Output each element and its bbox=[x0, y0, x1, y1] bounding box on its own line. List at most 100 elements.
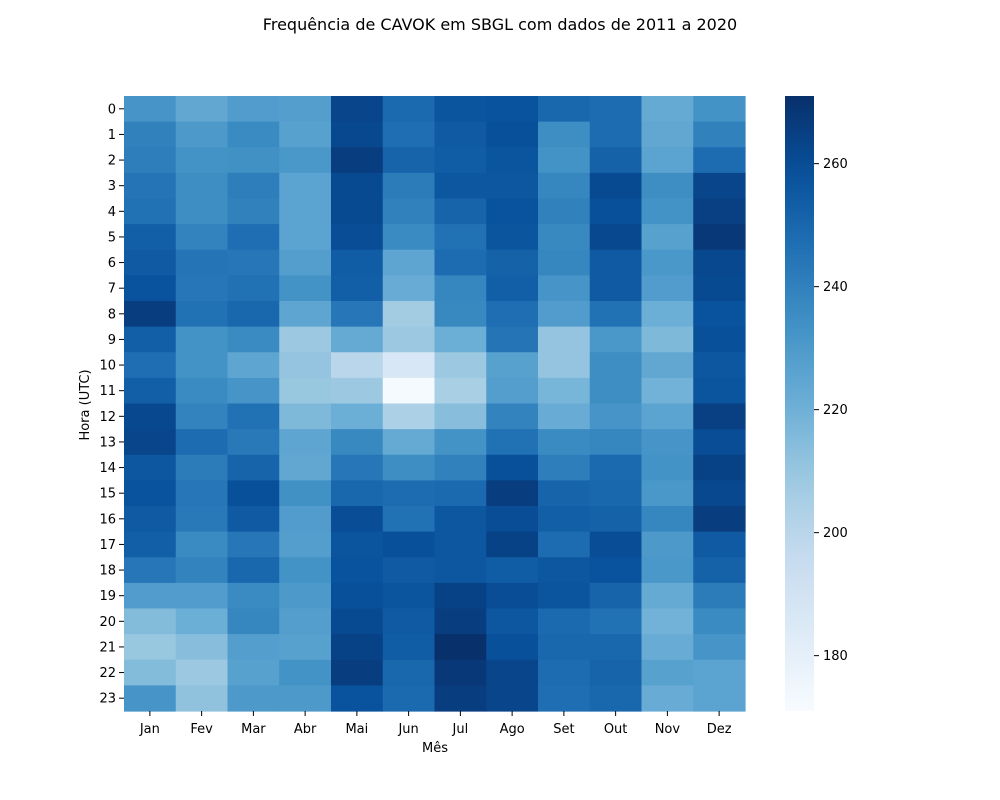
y-axis-label: Hora (UTC) bbox=[78, 369, 93, 440]
heatmap-cell bbox=[538, 454, 591, 481]
heatmap-cell bbox=[434, 326, 487, 353]
heatmap-cell bbox=[331, 96, 384, 123]
heatmap-cell bbox=[641, 377, 694, 405]
heatmap-cell bbox=[486, 659, 539, 686]
heatmap-cell bbox=[434, 608, 487, 635]
heatmap-cell bbox=[124, 249, 177, 276]
heatmap-cell bbox=[382, 377, 436, 405]
heatmap-cell bbox=[331, 147, 384, 174]
heatmap-cell bbox=[538, 198, 591, 225]
heatmap-cell bbox=[124, 377, 177, 405]
x-tick-label: Jun bbox=[397, 722, 418, 737]
heatmap-cell bbox=[331, 172, 384, 200]
heatmap-cell bbox=[641, 480, 694, 507]
heatmap-cell bbox=[486, 480, 539, 507]
heatmap-cell bbox=[124, 429, 177, 456]
heatmap-cell bbox=[486, 429, 539, 456]
y-tick-label: 7 bbox=[108, 282, 116, 297]
heatmap-cell bbox=[434, 506, 487, 533]
heatmap-cell bbox=[175, 506, 229, 533]
heatmap-cell bbox=[331, 454, 384, 481]
heatmap-cell bbox=[589, 275, 643, 302]
heatmap-cell bbox=[538, 377, 591, 405]
heatmap-cell bbox=[124, 659, 177, 686]
heatmap-cell bbox=[382, 172, 436, 200]
heatmap-cell bbox=[227, 275, 280, 302]
heatmap-cell bbox=[641, 454, 694, 481]
heatmap-cell bbox=[279, 249, 332, 276]
heatmap-cell bbox=[331, 582, 384, 610]
heatmap-cell bbox=[124, 557, 177, 584]
heatmap-cell bbox=[279, 634, 332, 661]
heatmap-cell bbox=[382, 659, 436, 686]
heatmap-cell bbox=[434, 352, 487, 379]
heatmap-cell bbox=[175, 326, 229, 353]
heatmap-cell bbox=[382, 352, 436, 379]
heatmap-cell bbox=[382, 685, 436, 712]
heatmap-cell bbox=[124, 608, 177, 635]
heatmap-cell bbox=[486, 506, 539, 533]
heatmap-cell bbox=[227, 121, 280, 148]
heatmap-cell bbox=[382, 480, 436, 507]
heatmap-cell bbox=[434, 172, 487, 200]
heatmap-cell bbox=[589, 249, 643, 276]
heatmap-cell bbox=[538, 634, 591, 661]
heatmap-cell bbox=[279, 198, 332, 225]
colorbar-tick-label: 180 bbox=[823, 649, 848, 664]
heatmap-cell bbox=[382, 301, 436, 328]
heatmap-cell bbox=[538, 557, 591, 584]
heatmap-cell bbox=[434, 377, 487, 405]
heatmap-cell bbox=[227, 429, 280, 456]
heatmap-cell bbox=[175, 147, 229, 174]
heatmap-cell bbox=[175, 249, 229, 276]
heatmap-cell bbox=[589, 224, 643, 251]
y-tick-label: 22 bbox=[99, 666, 116, 681]
heatmap-cell bbox=[538, 480, 591, 507]
colorbar-tick-label: 220 bbox=[823, 403, 848, 418]
y-tick-label: 5 bbox=[108, 230, 116, 245]
heatmap-cell bbox=[124, 531, 177, 558]
y-tick-label: 17 bbox=[99, 538, 116, 553]
heatmap-cell bbox=[538, 403, 591, 430]
heatmap-cell bbox=[434, 634, 487, 661]
heatmap-cell bbox=[486, 582, 539, 610]
heatmap-cell bbox=[641, 172, 694, 200]
heatmap-cell bbox=[589, 685, 643, 712]
heatmap-cell bbox=[538, 249, 591, 276]
heatmap-cell bbox=[227, 506, 280, 533]
heatmap-cell bbox=[693, 198, 746, 225]
heatmap-cell bbox=[382, 557, 436, 584]
heatmap-cell bbox=[279, 275, 332, 302]
heatmap-cell bbox=[434, 557, 487, 584]
heatmap-cell bbox=[693, 377, 746, 405]
heatmap-cell bbox=[538, 608, 591, 635]
heatmap-cell bbox=[175, 634, 229, 661]
heatmap-cell bbox=[382, 582, 436, 610]
heatmap-cell bbox=[227, 531, 280, 558]
heatmap-cell bbox=[227, 326, 280, 353]
heatmap-cell bbox=[227, 377, 280, 405]
heatmap-cell bbox=[331, 659, 384, 686]
heatmap-cell bbox=[382, 275, 436, 302]
heatmap-cell bbox=[641, 275, 694, 302]
heatmap-cell bbox=[124, 403, 177, 430]
heatmap-cell bbox=[693, 659, 746, 686]
heatmap-cell bbox=[279, 506, 332, 533]
heatmap-cell bbox=[589, 147, 643, 174]
heatmap-cell bbox=[279, 608, 332, 635]
heatmap-cell bbox=[331, 121, 384, 148]
heatmap-cell bbox=[486, 377, 539, 405]
heatmap-cell bbox=[331, 301, 384, 328]
heatmap-cell bbox=[589, 608, 643, 635]
heatmap-cell bbox=[589, 582, 643, 610]
heatmap-cell bbox=[227, 198, 280, 225]
heatmap-cell bbox=[538, 429, 591, 456]
heatmap-cell bbox=[641, 506, 694, 533]
y-tick-label: 6 bbox=[108, 256, 116, 271]
heatmap-cell bbox=[693, 454, 746, 481]
heatmap-cell bbox=[641, 147, 694, 174]
heatmap-cell bbox=[124, 147, 177, 174]
heatmap-cell bbox=[279, 429, 332, 456]
heatmap-cell bbox=[641, 403, 694, 430]
x-tick-label: Dez bbox=[707, 722, 732, 737]
